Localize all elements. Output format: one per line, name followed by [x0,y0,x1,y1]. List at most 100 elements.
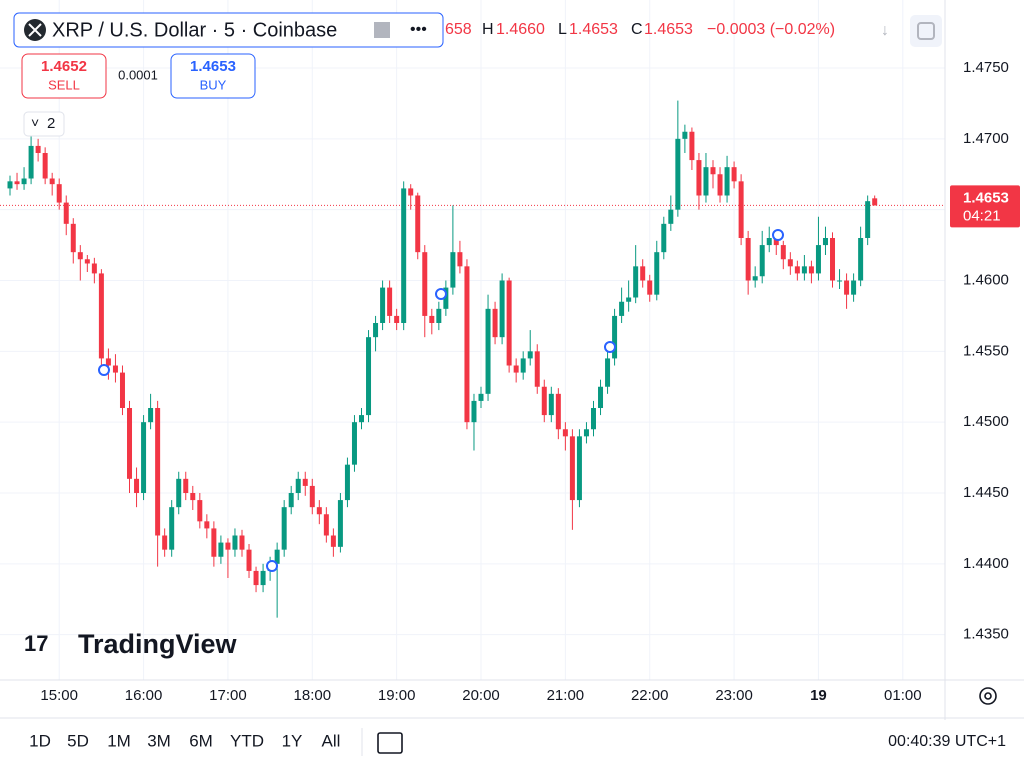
candle-body [309,485,315,508]
event-marker[interactable] [604,341,616,353]
candle-body [464,266,470,423]
spread: 0.0001 [118,67,158,82]
candle-body [668,209,674,224]
candle-body [316,507,322,515]
candle-body [513,365,519,373]
candle-body [56,184,62,203]
candle-body [323,514,329,536]
symbol-logo-mark [28,23,42,37]
event-marker[interactable] [772,229,784,241]
range-button[interactable]: YTD [230,731,264,750]
candle-body [330,535,336,547]
candle-body [183,478,189,493]
candle-body [598,386,604,408]
buy-button[interactable] [170,53,256,99]
candle-body [21,178,27,185]
candle-body [49,178,55,185]
candle-body [766,238,772,246]
candle-body [218,542,224,557]
candle-body [675,138,681,210]
tv-mark: 17 [24,631,48,656]
candle-body [583,429,589,437]
candle-body [745,238,751,281]
candle-body [169,507,175,550]
close-value: 1.4653 [644,21,693,38]
last-price-badge [950,185,1020,228]
more-icon[interactable]: ••• [410,21,427,38]
candle-body [366,337,372,416]
candle-body [626,297,632,302]
date-range-icon[interactable] [377,732,403,754]
candle-body [647,280,653,295]
candle-body [232,535,238,550]
range-button[interactable]: 5D [67,731,89,750]
candle-body [815,245,821,274]
range-button[interactable]: 1Y [282,731,303,750]
low-value: 1.4653 [569,21,618,38]
candle-body [401,188,407,323]
candle-body [569,436,575,501]
indicators-toggle[interactable] [23,111,65,137]
candle-body [471,400,477,423]
candle-body [661,223,667,253]
scroll-icon[interactable]: ↓ [881,22,889,39]
candle-body [70,223,76,253]
event-marker[interactable] [435,288,447,300]
x-tick-label: 19 [810,687,827,704]
range-toolbar: 1D 5D 1M 3M 6M YTD 1Y All [29,731,340,750]
candle-body [239,535,245,550]
y-tick-label: 1.4700 [963,130,1009,147]
range-button[interactable]: 1M [107,731,131,750]
symbol-title: XRP / U.S. Dollar · 5 · Coinbase [52,19,337,41]
sell-label: SELL [48,77,80,92]
candle-body [387,287,393,316]
candle-body [499,280,505,338]
range-button[interactable]: 3M [147,731,171,750]
range-button[interactable]: 1D [29,731,51,750]
event-marker[interactable] [266,560,278,572]
candle-body [478,393,484,401]
candle-body [808,266,814,274]
tv-logo: TradingView [78,629,238,659]
candle-body [837,280,843,282]
candle-body [787,259,793,267]
candle-body [394,315,400,323]
candle-body [162,535,168,550]
symbol-box[interactable] [13,12,444,48]
candle-body [858,238,864,281]
range-button[interactable]: 6M [189,731,213,750]
x-tick-label: 16:00 [125,687,163,704]
candle-body [520,358,526,373]
candle-body [295,478,301,493]
candle-body [344,464,350,501]
candle-body [373,323,379,338]
event-marker[interactable] [98,364,110,376]
flag-icon[interactable] [374,22,390,38]
candle-body [851,280,857,295]
x-tick-label: 22:00 [631,687,669,704]
indicators-count: 2 [47,115,55,132]
candle-body [865,201,871,238]
x-tick-label: 19:00 [378,687,416,704]
range-button[interactable]: All [322,731,341,750]
candle-body [281,507,287,550]
sell-button[interactable] [21,53,107,99]
candle-body [717,174,723,196]
candle-body [633,266,639,298]
candle-body [253,570,259,586]
y-tick-label: 1.4550 [963,342,1009,359]
countdown: 04:21 [963,207,1001,224]
settings-icon[interactable] [979,687,997,705]
candle-body [548,393,554,416]
candle-body [682,131,688,139]
x-tick-label: 20:00 [462,687,500,704]
chevron: ˅ [31,115,39,131]
candle-body [506,280,512,366]
fullscreen-button[interactable] [910,15,942,47]
candle-body [28,145,34,179]
candle-body [703,167,709,196]
candle-body [801,266,807,274]
candle-body [492,308,498,338]
candle-body [619,301,625,316]
candle-body [112,365,118,373]
